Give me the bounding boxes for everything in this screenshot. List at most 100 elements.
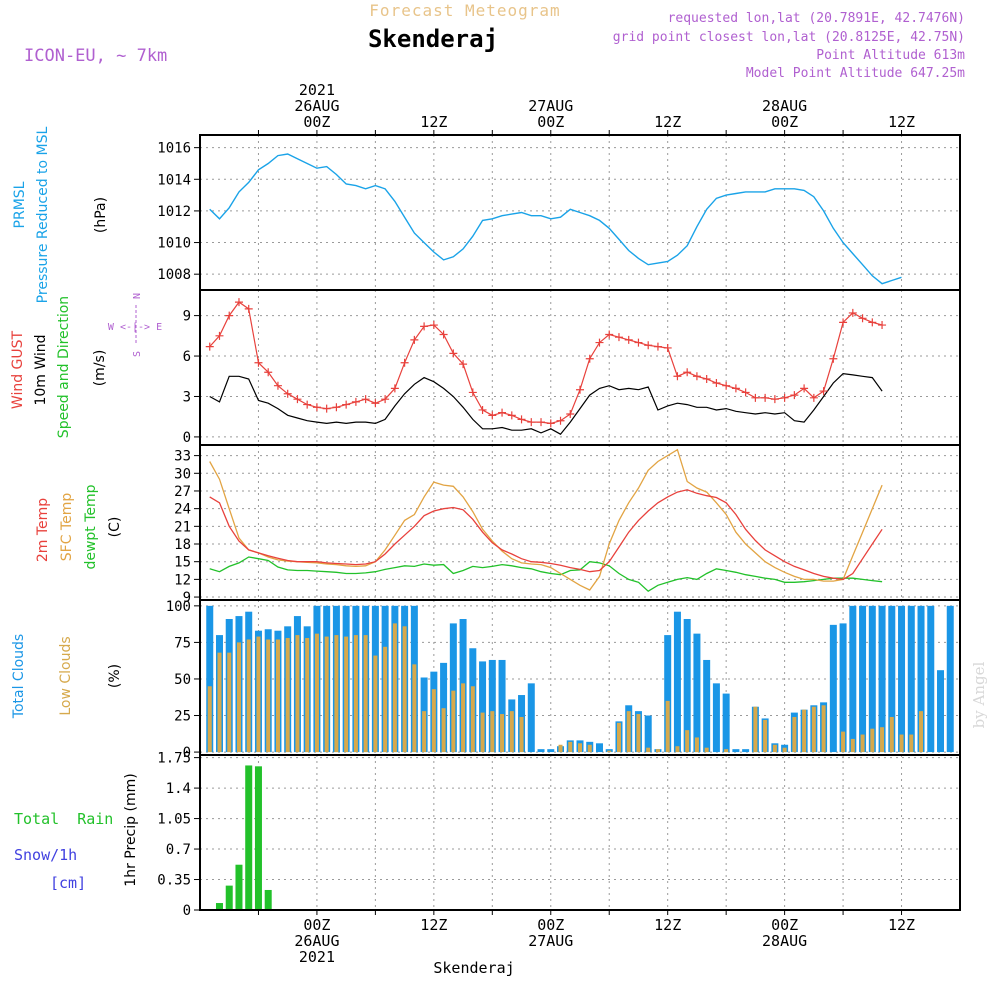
low-clouds-bar: [655, 749, 660, 753]
total-clouds-bar: [859, 605, 867, 753]
y-tick-label: 33: [174, 449, 191, 465]
y-tick-label: 6: [183, 349, 191, 365]
low-clouds-bar: [236, 642, 241, 753]
total-clouds-bar: [449, 623, 457, 753]
wind-gust-point: [205, 342, 214, 351]
y-tick-label: 9: [183, 590, 191, 606]
y-tick-label: 1012: [157, 204, 191, 220]
low-clouds-bar: [587, 744, 592, 753]
total-clouds-bar: [849, 605, 857, 753]
total-clouds-bar: [605, 749, 613, 753]
low-clouds-bar: [246, 639, 251, 753]
top-time-label: 28AUG: [762, 97, 807, 115]
low-clouds-bar: [841, 731, 846, 753]
point-altitude: Point Altitude 613m: [816, 48, 965, 63]
total-clouds-bar: [479, 661, 487, 753]
low-clouds-bar: [607, 750, 612, 753]
total-clouds-bar: [898, 605, 906, 753]
top-time-label: 00Z: [537, 113, 564, 131]
low-clouds-bar: [694, 737, 699, 753]
wind-gust-point: [371, 399, 380, 408]
wind-gust-point: [234, 298, 243, 307]
wind-gust-point: [507, 411, 516, 420]
wind-gust-point: [663, 343, 672, 352]
wind-gust-point: [312, 403, 321, 412]
rain-bar: [254, 766, 262, 910]
low-clouds-bar: [880, 727, 885, 753]
bottom-time-label: 28AUG: [762, 932, 807, 950]
low-clouds-bar: [412, 664, 417, 753]
wind-gust-point: [283, 389, 292, 398]
y-tick-label: 0.35: [157, 873, 191, 889]
wind-gust-point: [761, 393, 770, 402]
y-tick-label: 0: [183, 430, 191, 446]
wind-gust-point: [332, 403, 341, 412]
total-clouds-bar: [547, 749, 555, 753]
y-tick-label: 27: [174, 484, 191, 500]
top-time-label: 00Z: [303, 113, 330, 131]
rain-bar: [225, 885, 233, 910]
y-tick-label: 30: [174, 466, 191, 482]
y-tick-label: 9: [183, 309, 191, 325]
y-tick-label: 3: [183, 389, 191, 405]
low-clouds-bar: [811, 706, 816, 753]
low-clouds-bar: [850, 738, 855, 753]
top-time-label: 12Z: [654, 113, 681, 131]
low-clouds-bar: [451, 690, 456, 753]
wind-gust-point: [605, 330, 614, 339]
top-time-label: 00Z: [771, 113, 798, 131]
total-clouds-bar: [537, 749, 545, 753]
bottom-time-label: 2021: [299, 948, 335, 966]
top-time-label: 12Z: [420, 113, 447, 131]
wind-gust-point: [264, 368, 273, 377]
low-clouds-bar: [724, 749, 729, 753]
grid-layer: [200, 135, 960, 911]
low-clouds-bar: [509, 711, 514, 753]
low-clouds-bar: [305, 638, 310, 753]
low-clouds-bar: [295, 635, 300, 753]
model-label: ICON-EU, ~ 7km: [24, 46, 167, 66]
total-clouds-bar: [498, 659, 506, 753]
gridpoint-coordinates: grid point closest lon,lat (20.8125E, 42…: [613, 30, 965, 45]
y-tick-label: 1.4: [166, 781, 191, 797]
low-clouds-bar: [344, 636, 349, 753]
wind-gust-point: [848, 308, 857, 317]
low-clouds-bar: [217, 652, 222, 753]
wind-gust-point: [351, 397, 360, 406]
panel-frame: [199, 754, 961, 911]
low-clouds-bar: [480, 712, 485, 753]
total-clouds-bar: [917, 605, 925, 753]
y-tick-label: 1.05: [157, 812, 191, 828]
wind-gust-point: [449, 349, 458, 358]
wind-unit-label: (m/s): [92, 350, 108, 387]
low-clouds-bar: [519, 716, 524, 753]
total-clouds-bar: [703, 659, 711, 753]
y-tick-label: 12: [174, 572, 191, 588]
y-tick-label: 21: [174, 519, 191, 535]
low-clouds-bar: [772, 744, 777, 753]
low-clouds-bar: [578, 743, 582, 753]
y-tick-label: 15: [174, 555, 191, 571]
low-clouds-bar: [646, 747, 651, 753]
pressure-unit-label: (hPa): [93, 197, 109, 233]
wind-gust-point: [800, 384, 809, 393]
total-clouds-bar: [946, 605, 954, 753]
top-time-label: 26AUG: [294, 97, 339, 115]
top-time-label: 27AUG: [528, 97, 573, 115]
frame-layer: [199, 134, 961, 911]
low-clouds-bar: [802, 709, 807, 753]
wind-gust-point: [381, 395, 390, 404]
wind-direction-label: Speed and Direction: [56, 296, 72, 438]
wind-gust-point: [751, 393, 760, 402]
surface-temp-line: [209, 448, 883, 591]
low-clouds-bar: [616, 722, 621, 753]
bottom-time-label: 12Z: [888, 916, 915, 934]
rain-bar: [215, 903, 223, 910]
requested-coordinates: requested lon,lat (20.7891E, 42.7476N): [668, 11, 965, 26]
low-clouds-bar: [285, 638, 290, 753]
y-tick-label: 1016: [157, 141, 191, 157]
low-clouds-bar: [626, 711, 631, 753]
wind-gust-point: [498, 408, 507, 417]
wind-gust-point: [819, 387, 828, 396]
